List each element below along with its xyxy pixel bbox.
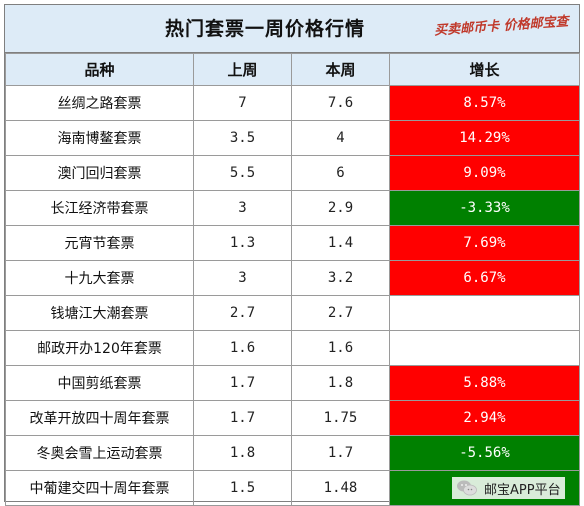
table-row: 冬奥会雪上运动套票 1.8 1.7 -5.56% [5, 435, 580, 471]
cell-growth: 6.67% [389, 260, 580, 296]
column-header-this-week: 本周 [291, 53, 390, 86]
column-header-name: 品种 [5, 53, 194, 86]
table-row: 长江经济带套票 3 2.9 -3.33% [5, 190, 580, 226]
cell-name: 海南博鳌套票 [5, 120, 194, 156]
cell-name: 改革开放四十周年套票 [5, 400, 194, 436]
cell-last-week: 1.8 [193, 435, 292, 471]
cell-growth: 2.94% [389, 400, 580, 436]
cell-growth: 邮宝APP平台 [389, 470, 580, 506]
cell-name: 中葡建交四十周年套票 [5, 470, 194, 506]
cell-this-week: 1.4 [291, 225, 390, 261]
table-row: 邮政开办120年套票 1.6 1.6 [5, 330, 580, 366]
cell-last-week: 1.7 [193, 400, 292, 436]
price-table-frame: 热门套票一周价格行情 买卖邮币卡 价格邮宝查 品种 上周 本周 增长 丝绸之路套… [4, 4, 580, 506]
table-row: 十九大套票 3 3.2 6.67% [5, 260, 580, 296]
cell-last-week: 1.7 [193, 365, 292, 401]
cell-growth [389, 295, 580, 331]
cell-growth: 9.09% [389, 155, 580, 191]
header-row: 品种 上周 本周 增长 [5, 53, 580, 86]
table-row: 改革开放四十周年套票 1.7 1.75 2.94% [5, 400, 580, 436]
watermark-text: 邮宝APP平台 [484, 482, 561, 498]
cell-growth: 14.29% [389, 120, 580, 156]
cell-name: 元宵节套票 [5, 225, 194, 261]
table-title: 热门套票一周价格行情 [164, 18, 365, 40]
price-table: 品种 上周 本周 增长 丝绸之路套票 7 7.6 8.57% 海南博鳌套票 3.5 4 14.… [5, 53, 580, 506]
table-row: 中国剪纸套票 1.7 1.8 5.88% [5, 365, 580, 401]
cell-this-week: 2.7 [291, 295, 390, 331]
cell-name: 邮政开办120年套票 [5, 330, 194, 366]
cell-this-week: 4 [291, 120, 390, 156]
cell-this-week: 1.7 [291, 435, 390, 471]
cell-last-week: 1.6 [193, 330, 292, 366]
table-row: 丝绸之路套票 7 7.6 8.57% [5, 85, 580, 121]
title-bar: 热门套票一周价格行情 买卖邮币卡 价格邮宝查 [5, 5, 579, 53]
cell-name: 十九大套票 [5, 260, 194, 296]
cell-last-week: 3 [193, 260, 292, 296]
cell-growth: 8.57% [389, 85, 580, 121]
cell-this-week: 6 [291, 155, 390, 191]
cell-last-week: 7 [193, 85, 292, 121]
wechat-icon [456, 479, 478, 497]
cell-this-week: 3.2 [291, 260, 390, 296]
cell-this-week: 7.6 [291, 85, 390, 121]
table-row: 中葡建交四十周年套票 1.5 1.48 邮宝APP平台 [5, 470, 580, 506]
cell-last-week: 2.7 [193, 295, 292, 331]
cell-last-week: 3 [193, 190, 292, 226]
table-row: 元宵节套票 1.3 1.4 7.69% [5, 225, 580, 261]
cell-name: 丝绸之路套票 [5, 85, 194, 121]
cell-growth: -3.33% [389, 190, 580, 226]
cell-this-week: 1.75 [291, 400, 390, 436]
cell-this-week: 1.6 [291, 330, 390, 366]
cell-this-week: 1.8 [291, 365, 390, 401]
table-row: 澳门回归套票 5.5 6 9.09% [5, 155, 580, 191]
cell-growth: 7.69% [389, 225, 580, 261]
cell-name: 钱塘江大潮套票 [5, 295, 194, 331]
column-header-growth: 增长 [389, 53, 580, 86]
watermark: 邮宝APP平台 [452, 477, 565, 499]
cell-last-week: 1.5 [193, 470, 292, 506]
cell-this-week: 2.9 [291, 190, 390, 226]
table-row: 海南博鳌套票 3.5 4 14.29% [5, 120, 580, 156]
table-body: 丝绸之路套票 7 7.6 8.57% 海南博鳌套票 3.5 4 14.29% 澳门回归套票 5.5… [5, 85, 580, 506]
cell-name: 长江经济带套票 [5, 190, 194, 226]
cell-growth [389, 330, 580, 366]
cell-growth: -5.56% [389, 435, 580, 471]
cell-name: 中国剪纸套票 [5, 365, 194, 401]
cell-name: 冬奥会雪上运动套票 [5, 435, 194, 471]
cell-last-week: 1.3 [193, 225, 292, 261]
cell-growth: 5.88% [389, 365, 580, 401]
cell-last-week: 3.5 [193, 120, 292, 156]
cell-this-week: 1.48 [291, 470, 390, 506]
cell-last-week: 5.5 [193, 155, 292, 191]
column-header-last-week: 上周 [193, 53, 292, 86]
table-row: 钱塘江大潮套票 2.7 2.7 [5, 295, 580, 331]
cell-name: 澳门回归套票 [5, 155, 194, 191]
